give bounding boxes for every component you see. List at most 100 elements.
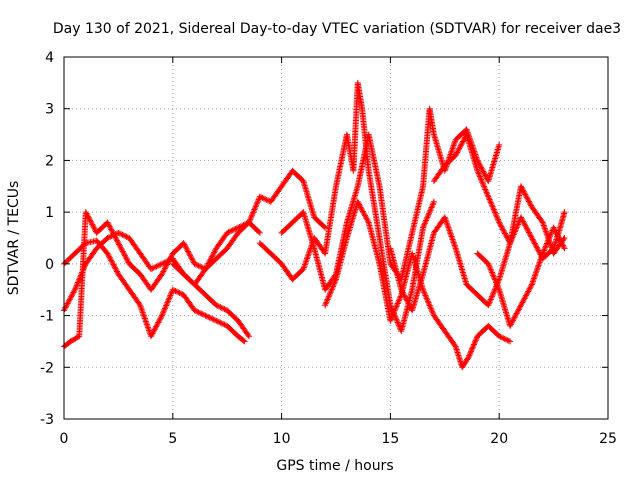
data-point [329,284,336,291]
data-point [451,139,458,146]
data-point [496,141,503,148]
data-point [422,218,429,225]
data-point [518,215,525,222]
data-point [511,230,518,237]
x-tick-label: 25 [599,431,617,447]
data-point [424,213,431,220]
data-point [220,320,227,327]
data-point [546,233,553,240]
data-point [180,240,187,247]
data-point [526,199,533,206]
data-point [425,211,432,218]
data-point [109,260,116,267]
data-point [443,220,450,227]
data-point [327,289,334,296]
data-point [525,228,532,235]
data-point [530,275,537,282]
data-point [488,269,495,276]
data-point [304,254,311,261]
data-point [423,295,430,302]
data-point [305,252,312,259]
data-point [163,261,170,268]
data-point [484,190,491,197]
data-point [508,235,515,242]
data-point [545,236,552,243]
data-point [429,309,436,316]
data-point [64,300,71,307]
data-point [488,293,495,300]
data-point [519,217,526,224]
data-point [302,258,309,265]
data-point [502,231,509,238]
data-point [540,222,547,229]
data-point [490,273,497,280]
data-point [85,214,92,221]
data-point [325,295,332,302]
data-point [300,264,307,271]
data-point [485,195,492,202]
data-point [402,294,409,301]
data-point [538,254,545,261]
data-point [240,337,247,344]
data-point [479,179,486,186]
data-point [115,240,122,247]
data-point [142,317,149,324]
data-point [111,233,118,240]
data-point [399,289,406,296]
data-point [153,263,160,270]
data-point [488,202,495,209]
data-point [428,204,435,211]
data-point [322,302,329,309]
data-point [449,147,456,154]
data-point [538,253,545,260]
data-point [531,240,538,247]
data-point [355,200,362,207]
data-point [537,256,544,263]
data-point [164,298,171,305]
data-point [555,234,562,241]
data-point [547,231,554,238]
data-point [529,236,536,243]
data-point [142,318,149,325]
data-point [162,264,169,271]
data-point [251,206,258,213]
y-axis-label: SDTVAR / TECUs [6,181,22,296]
data-point [559,241,566,248]
data-point [123,255,130,262]
data-point [218,320,225,327]
data-point [175,289,182,296]
data-point [497,333,504,340]
data-point [163,301,170,308]
data-point [527,232,534,239]
series-track-9 [430,131,568,262]
data-point [463,126,470,133]
data-point [207,315,214,322]
data-point [509,234,516,241]
data-point [89,221,96,228]
data-point [246,218,253,225]
data-point [527,201,534,208]
data-point [253,202,260,209]
data-point [123,233,130,240]
data-point [326,290,333,297]
data-point [190,258,197,265]
data-point [517,214,524,221]
data-point [524,226,531,233]
data-point [426,210,433,217]
data-point [172,288,179,295]
data-point [213,317,220,324]
data-point [423,293,430,300]
data-point [540,220,547,227]
data-point [426,302,433,309]
data-point [188,255,195,262]
data-point [114,238,121,245]
data-point [401,293,408,300]
data-point [546,234,553,241]
data-point [260,195,267,202]
data-point [483,189,490,196]
data-point [166,257,173,264]
data-point [502,230,509,237]
data-point [75,278,82,285]
data-point [258,194,265,201]
data-point [487,266,494,273]
